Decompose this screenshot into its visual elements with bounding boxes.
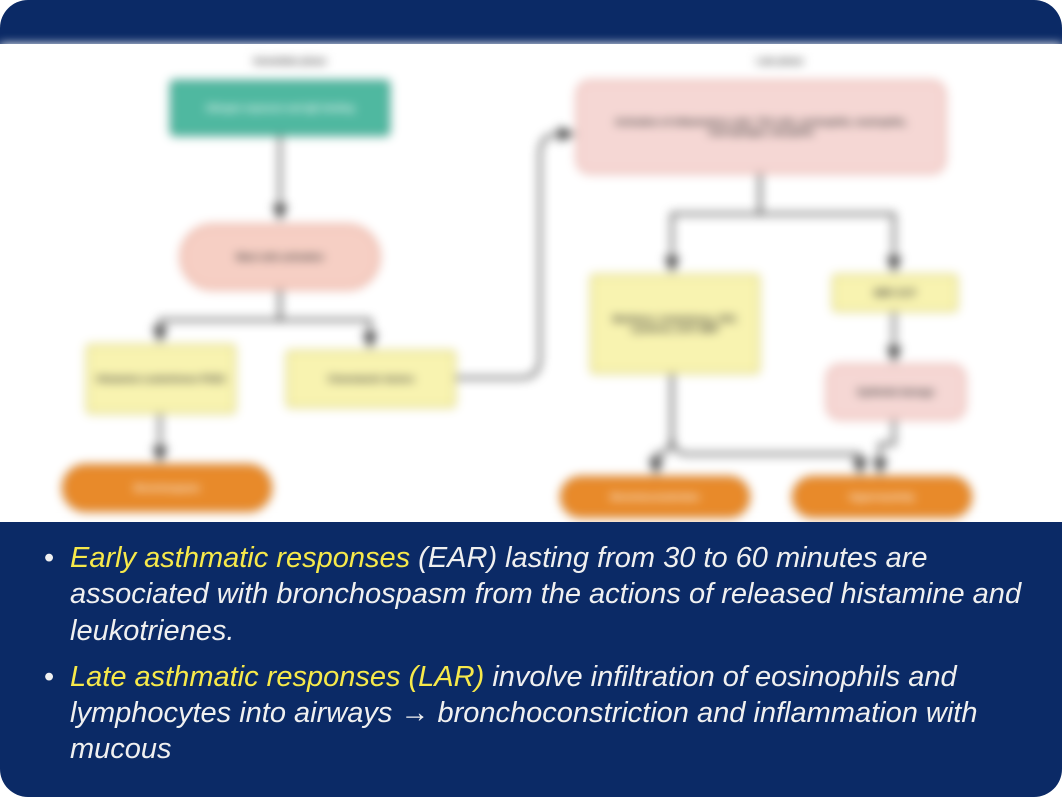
top-bar: [0, 0, 1062, 44]
slide: Immediate phase Late phase Allergen expo…: [0, 0, 1062, 797]
bullet-ear: Early asthmatic responses (EAR) lasting …: [50, 540, 1032, 649]
bullet-lar-highlight: Late asthmatic responses (LAR): [70, 661, 492, 693]
text-panel: Early asthmatic responses (EAR) lasting …: [0, 522, 1062, 797]
bullet-lar: Late asthmatic responses (LAR) involve i…: [50, 659, 1032, 768]
bullet-ear-highlight: Early asthmatic responses: [70, 542, 418, 574]
diagram-connectors: [0, 44, 1062, 522]
diagram-area: Immediate phase Late phase Allergen expo…: [0, 44, 1062, 522]
